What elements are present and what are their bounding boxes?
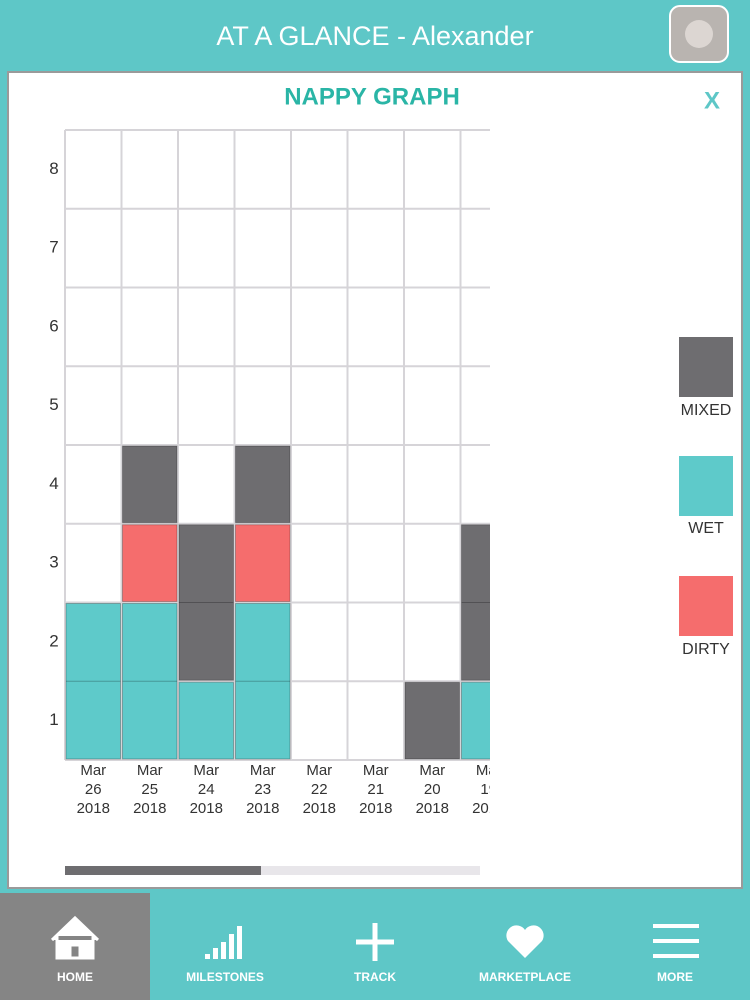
cell-stack xyxy=(235,524,291,602)
plot: Mar 26 2018 Mar 25 2018 Mar 24 2018 Mar 23 2018 Mar 2… xyxy=(64,129,505,817)
track-icon xyxy=(356,923,394,961)
x-tick-label: 21 xyxy=(367,781,384,798)
y-tick-label: 4 xyxy=(49,474,58,493)
cell-stack xyxy=(461,524,490,681)
y-tick-label: 5 xyxy=(49,395,58,414)
y-tick-label: 7 xyxy=(49,238,58,257)
legend-label: MIXED xyxy=(681,402,732,419)
x-tick-label: Mar xyxy=(80,762,106,779)
x-tick-label: Mar xyxy=(250,762,276,779)
tab-label[interactable]: TRACK xyxy=(354,970,396,984)
x-tick-label: 2018 xyxy=(190,800,223,817)
legend-label: DIRTY xyxy=(682,641,730,658)
y-tick-label: 8 xyxy=(49,159,58,178)
tab-label[interactable]: MORE xyxy=(657,970,693,984)
tab-label[interactable]: MARKETPLACE xyxy=(479,970,571,984)
marketplace-icon xyxy=(506,925,544,958)
cell-stack xyxy=(461,681,490,760)
x-tick-label: 2018 xyxy=(246,800,279,817)
scroll-thumb[interactable] xyxy=(65,866,261,875)
tab-label[interactable]: MILESTONES xyxy=(186,970,264,984)
x-tick-label: 2018 xyxy=(77,800,110,817)
header-title: AT A GLANCE - Alexander xyxy=(216,21,533,51)
x-tick-label: 2018 xyxy=(359,800,392,817)
home-icon xyxy=(50,915,100,960)
cell-stack xyxy=(235,603,291,760)
tabs: HOME MILESTONES TRACK MARKETPLACE MORE xyxy=(57,970,693,984)
cell-stack xyxy=(404,681,460,760)
milestones-icon xyxy=(205,926,242,959)
y-tick-label: 6 xyxy=(49,316,58,335)
x-tick-label: 2018 xyxy=(416,800,449,817)
x-tick-label: 19 xyxy=(480,781,497,798)
legend-swatch xyxy=(679,337,733,397)
x-tick-label: 2018 xyxy=(303,800,336,817)
legend-swatch xyxy=(679,576,733,636)
y-tick-label: 3 xyxy=(49,553,58,572)
x-tick-label: 25 xyxy=(141,781,158,798)
x-tick-label: 2018 xyxy=(133,800,166,817)
legend-label: WET xyxy=(688,520,724,537)
y-tick-label: 1 xyxy=(49,710,58,729)
cell-stack xyxy=(122,445,178,524)
tab-label[interactable]: HOME xyxy=(57,970,93,984)
legend-swatch xyxy=(679,456,733,516)
cell-stack xyxy=(178,681,234,760)
cell-stack xyxy=(65,603,121,760)
cell-stack xyxy=(122,603,178,760)
x-tick-label: Mar xyxy=(476,762,502,779)
cell-stack xyxy=(122,524,178,602)
x-tick-label: 26 xyxy=(85,781,102,798)
graph-title: NAPPY GRAPH xyxy=(284,83,460,110)
x-tick-label: 20 xyxy=(424,781,441,798)
cell-stack xyxy=(178,524,234,681)
x-tick-label: 2018 xyxy=(472,800,505,817)
legend: MIXED WET DIRTY xyxy=(679,337,733,658)
more-icon xyxy=(653,924,699,958)
scroll-track[interactable] xyxy=(65,866,480,875)
x-tick-label: Mar xyxy=(306,762,332,779)
x-tick-label: Mar xyxy=(137,762,163,779)
header-bar xyxy=(0,0,750,70)
x-tick-label: 22 xyxy=(311,781,328,798)
cell-stack xyxy=(235,445,291,524)
x-tick-label: 24 xyxy=(198,781,215,798)
close-button[interactable]: X xyxy=(704,87,720,114)
x-tick-label: Mar xyxy=(363,762,389,779)
x-tick-label: 23 xyxy=(254,781,271,798)
y-tick-label: 2 xyxy=(49,631,58,650)
x-tick-label: Mar xyxy=(193,762,219,779)
x-tick-label: Mar xyxy=(419,762,445,779)
avatar-face xyxy=(685,20,713,48)
